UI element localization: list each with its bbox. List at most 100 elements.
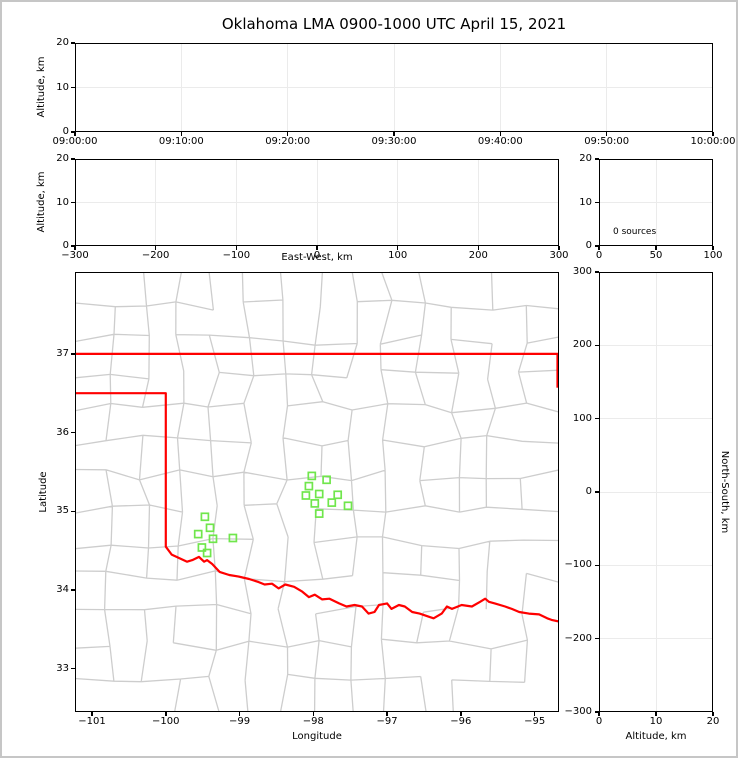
x-tick-label: −100 <box>222 250 251 261</box>
x-tick <box>396 246 399 250</box>
source-marker <box>228 533 238 543</box>
y-tick-label: 200 <box>572 339 592 351</box>
x-tick <box>605 132 608 136</box>
y-tick-label: 35 <box>56 505 69 517</box>
x-tick <box>460 712 462 716</box>
x-tick-label: 0 <box>595 716 603 727</box>
y-tick <box>70 431 75 434</box>
x-tick <box>558 246 560 250</box>
source-marker <box>322 475 331 485</box>
x-tick <box>533 712 536 716</box>
plot-frame-eastwest_altitude <box>75 159 559 246</box>
x-tick <box>74 132 76 136</box>
y-tick-label: 0 <box>62 240 69 251</box>
y-tick <box>70 42 75 44</box>
x-tick-label: 10 <box>649 716 663 727</box>
y-tick <box>594 245 599 247</box>
x-tick-label: −99 <box>228 716 251 727</box>
source-marker <box>200 512 210 522</box>
source-marker <box>208 534 218 544</box>
y-tick <box>70 589 75 591</box>
ylabel-north-south: North-South, km <box>719 450 730 534</box>
x-tick-label: 09:30:00 <box>371 136 417 147</box>
plan-view-map-canvas <box>75 272 559 712</box>
source-marker <box>307 471 317 481</box>
x-tick <box>477 246 480 250</box>
source-marker <box>205 523 215 533</box>
x-tick-label: −300 <box>61 250 89 261</box>
x-tick-label: 300 <box>549 250 569 261</box>
y-tick-label: −200 <box>564 632 592 644</box>
x-tick <box>655 712 657 716</box>
gridline-horizontal <box>599 202 713 203</box>
xlabel-east-west: East-West, km <box>281 252 353 263</box>
gridline-horizontal <box>599 638 713 640</box>
y-tick <box>70 353 75 355</box>
source-marker <box>304 481 314 491</box>
y-tick-label: 20 <box>56 153 69 164</box>
source-marker <box>333 490 343 500</box>
x-tick <box>712 132 714 136</box>
y-tick-label: 0 <box>585 240 592 251</box>
y-tick <box>594 201 599 204</box>
x-tick <box>238 712 241 716</box>
x-tick-label: 0 <box>595 250 603 261</box>
source-marker <box>314 489 324 499</box>
state-border-west-border-and-red-river <box>75 392 559 623</box>
x-tick-label: −101 <box>78 716 106 727</box>
y-tick-label: 34 <box>56 583 69 595</box>
x-tick-label: −96 <box>450 716 472 727</box>
y-tick <box>594 564 599 567</box>
y-tick <box>594 711 599 713</box>
x-tick-label: 09:50:00 <box>584 136 630 147</box>
x-tick <box>655 246 657 250</box>
x-tick <box>598 712 600 716</box>
x-tick <box>180 132 183 136</box>
x-tick <box>712 246 714 250</box>
y-tick <box>70 510 75 513</box>
y-tick <box>594 271 599 273</box>
x-tick-label: 0 <box>313 250 321 261</box>
y-tick-label: 20 <box>56 37 69 48</box>
y-tick <box>70 158 75 160</box>
x-tick-label: 200 <box>468 250 488 261</box>
source-marker <box>301 491 311 500</box>
y-tick-label: 0 <box>62 126 69 137</box>
xlabel-longitude: Longitude <box>292 731 342 742</box>
y-tick-label: −300 <box>564 706 592 717</box>
x-tick-label: 09:10:00 <box>158 136 204 147</box>
x-tick <box>312 712 315 716</box>
y-tick-label: 10 <box>56 196 69 208</box>
y-tick-label: 300 <box>572 266 592 277</box>
x-tick <box>598 246 600 250</box>
x-tick <box>286 132 289 136</box>
xlabel-altitude-bottom: Altitude, km <box>625 731 687 742</box>
source-marker <box>343 501 353 511</box>
y-tick-label: 100 <box>572 412 592 424</box>
y-tick <box>70 201 75 204</box>
x-tick-label: 100 <box>388 250 408 261</box>
y-tick-label: 37 <box>56 347 69 359</box>
y-tick-label: 0 <box>585 486 592 497</box>
x-tick-label: 20 <box>706 716 720 727</box>
source-markers <box>193 471 353 558</box>
gridline-horizontal <box>599 491 713 493</box>
county-boundaries <box>75 272 559 712</box>
source-count-annotation: 0 sources <box>613 227 657 237</box>
x-tick <box>712 712 714 716</box>
y-tick <box>594 158 599 160</box>
gridline-horizontal <box>599 564 713 566</box>
x-tick <box>499 132 502 136</box>
source-marker <box>193 529 203 539</box>
gridline-horizontal <box>599 418 713 420</box>
y-tick-label: 20 <box>579 153 592 164</box>
x-tick <box>235 246 238 250</box>
y-tick-label: 33 <box>56 662 69 674</box>
x-tick-label: −200 <box>141 250 170 261</box>
y-tick-label: 10 <box>56 81 69 93</box>
gridline-horizontal <box>75 202 559 203</box>
source-marker <box>197 543 207 552</box>
x-tick <box>91 712 93 716</box>
gridline-horizontal <box>75 87 713 88</box>
